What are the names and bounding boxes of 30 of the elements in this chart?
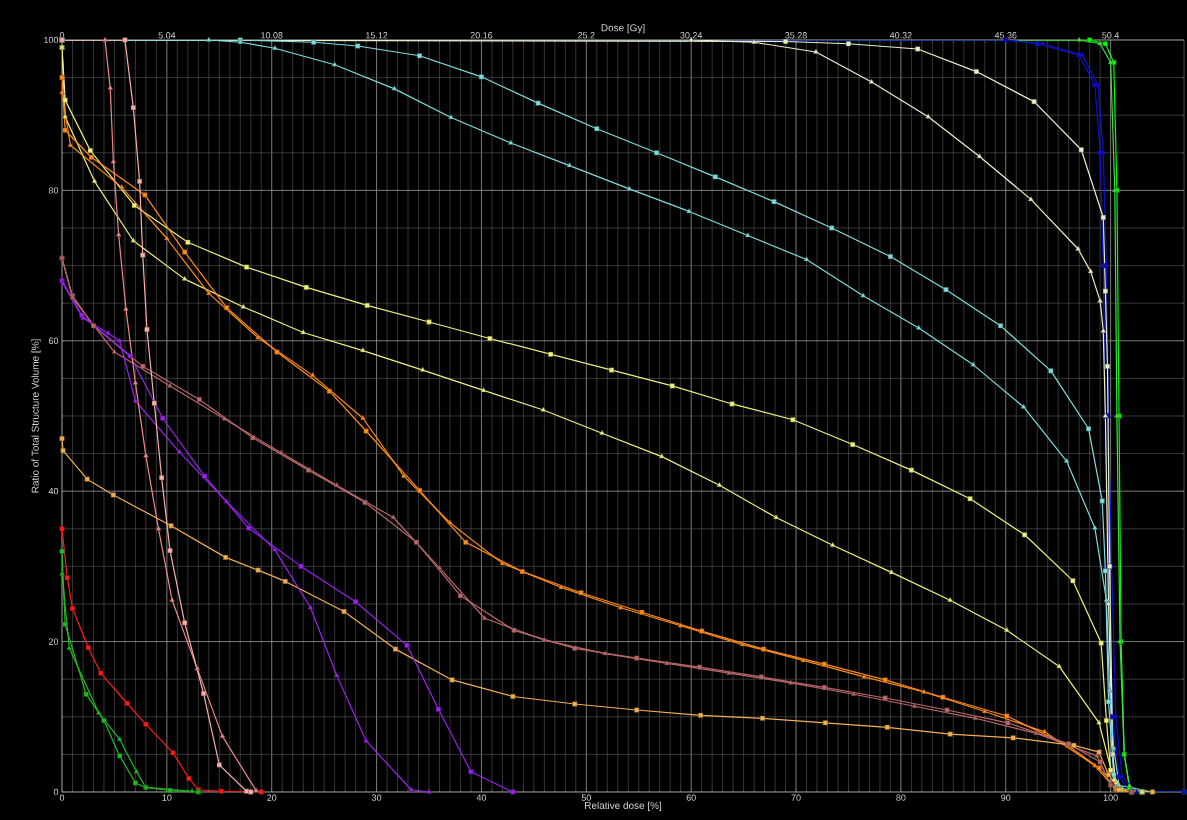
x-tick-label: 50 bbox=[581, 794, 591, 801]
x2-tick-label: 5.04 bbox=[158, 32, 176, 39]
x-tick-label: 10 bbox=[162, 794, 172, 801]
x2-tick-label: 45.36 bbox=[994, 32, 1017, 39]
x2-tick-label: 25.2 bbox=[578, 32, 595, 39]
x-tick-label: 40 bbox=[476, 794, 487, 801]
x-tick-label: 70 bbox=[791, 794, 801, 801]
x2-tick-label: 15.12 bbox=[366, 32, 388, 39]
x2-tick-label: 50.4 bbox=[1102, 32, 1120, 39]
x2-tick-label: 35.28 bbox=[785, 32, 807, 39]
x2-tick-label: 10.08 bbox=[261, 32, 283, 39]
x-tick-label: 30 bbox=[371, 794, 382, 801]
y-tick-label: 20 bbox=[48, 638, 59, 645]
y-axis-title: Ratio of Total Structure Volume [%] bbox=[31, 339, 41, 493]
y-tick-label: 60 bbox=[48, 337, 59, 344]
x2-axis-title: Dose [Gy] bbox=[601, 23, 645, 34]
x2-tick-label: 30.24 bbox=[680, 32, 703, 39]
x-tick-label: 0 bbox=[59, 794, 65, 801]
y-tick-label: 80 bbox=[48, 187, 59, 194]
x-tick-label: 60 bbox=[686, 794, 696, 801]
x-tick-label: 90 bbox=[1001, 794, 1011, 801]
y-tick-label: 0 bbox=[53, 788, 59, 796]
x2-tick-label: 20.16 bbox=[470, 32, 493, 39]
x-axis-title: Relative dose [%] bbox=[585, 801, 662, 811]
x2-tick-label: 40.32 bbox=[889, 32, 912, 39]
x-tick-label: 20 bbox=[267, 794, 277, 801]
x-tick-label: 80 bbox=[896, 794, 906, 801]
y-tick-label: 100 bbox=[44, 36, 59, 44]
y-tick-label: 40 bbox=[48, 488, 59, 495]
x-tick-label: 100 bbox=[1103, 794, 1118, 801]
